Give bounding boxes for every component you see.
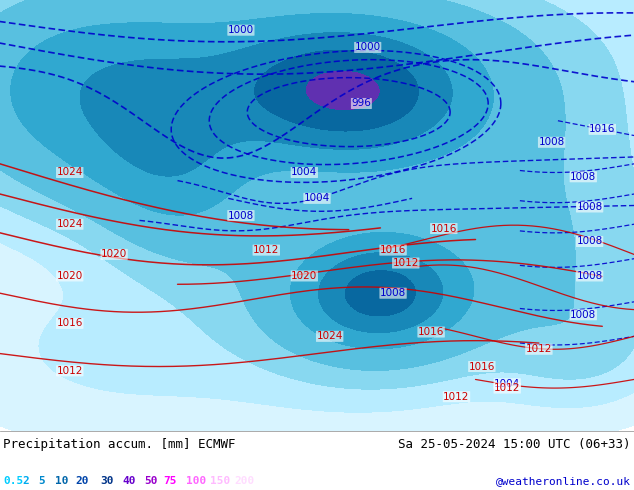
Text: 50: 50 — [144, 476, 157, 486]
Text: 1008: 1008 — [570, 310, 597, 320]
Text: 2: 2 — [22, 476, 29, 486]
Text: @weatheronline.co.uk: @weatheronline.co.uk — [496, 476, 631, 486]
Text: 1020: 1020 — [101, 249, 127, 259]
Text: 1016: 1016 — [418, 327, 444, 337]
Text: 1020: 1020 — [56, 271, 83, 281]
Text: 1024: 1024 — [56, 219, 83, 229]
Text: 30: 30 — [100, 476, 113, 486]
Text: 1024: 1024 — [316, 331, 343, 342]
Text: 1024: 1024 — [56, 168, 83, 177]
Text: 1012: 1012 — [526, 344, 552, 354]
Text: 1004: 1004 — [494, 379, 521, 389]
Text: Sa 25-05-2024 15:00 UTC (06+33): Sa 25-05-2024 15:00 UTC (06+33) — [399, 438, 631, 451]
Text: 1016: 1016 — [430, 223, 457, 234]
Text: 1016: 1016 — [380, 245, 406, 255]
Text: 1016: 1016 — [56, 318, 83, 328]
Text: 1012: 1012 — [56, 366, 83, 376]
Text: 1004: 1004 — [304, 194, 330, 203]
Text: 1008: 1008 — [576, 237, 603, 246]
Text: 1012: 1012 — [253, 245, 280, 255]
Text: 1016: 1016 — [589, 124, 616, 134]
Text: 1004: 1004 — [291, 168, 318, 177]
Text: 1008: 1008 — [538, 137, 565, 147]
Text: 40: 40 — [122, 476, 136, 486]
Text: 0.5: 0.5 — [3, 476, 23, 486]
Text: 1016: 1016 — [469, 362, 495, 371]
Text: 1012: 1012 — [494, 383, 521, 393]
Text: 1008: 1008 — [570, 172, 597, 182]
Text: 20: 20 — [75, 476, 89, 486]
Text: 200: 200 — [234, 476, 254, 486]
Text: 1008: 1008 — [576, 202, 603, 212]
Text: 1012: 1012 — [443, 392, 470, 402]
Text: 1020: 1020 — [291, 271, 318, 281]
Text: Precipitation accum. [mm] ECMWF: Precipitation accum. [mm] ECMWF — [3, 438, 235, 451]
Text: 1000: 1000 — [228, 25, 254, 35]
Text: 1008: 1008 — [576, 271, 603, 281]
Text: 5: 5 — [38, 476, 45, 486]
Text: 150: 150 — [210, 476, 230, 486]
Text: 100: 100 — [186, 476, 206, 486]
Text: 996: 996 — [351, 98, 372, 108]
Text: 1008: 1008 — [380, 288, 406, 298]
Text: 1012: 1012 — [392, 258, 419, 268]
Text: 1000: 1000 — [354, 43, 381, 52]
Text: 75: 75 — [163, 476, 176, 486]
Text: 1008: 1008 — [228, 211, 254, 220]
Text: 10: 10 — [55, 476, 68, 486]
